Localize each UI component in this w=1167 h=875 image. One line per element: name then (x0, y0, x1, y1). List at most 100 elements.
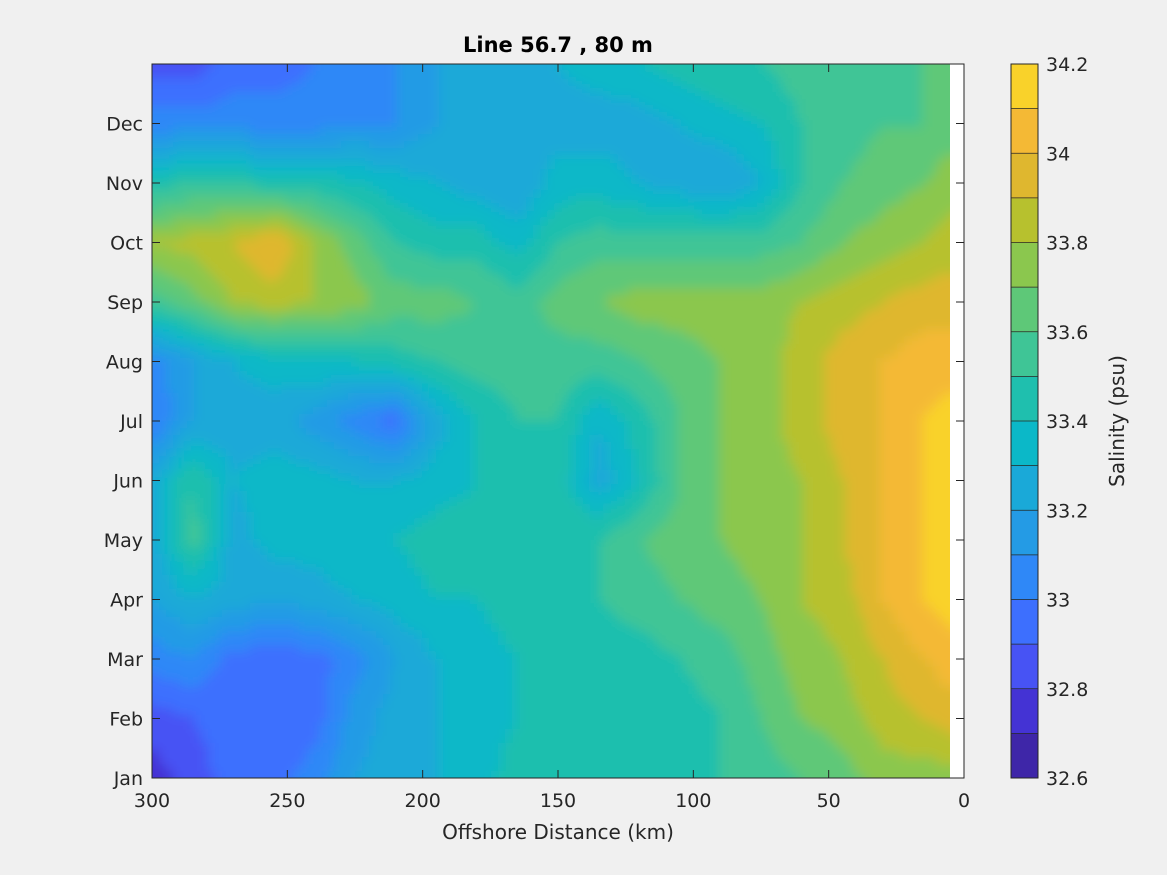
salinity-cell (313, 134, 321, 142)
salinity-cell (558, 288, 566, 296)
salinity-cell (684, 99, 692, 107)
salinity-cell (845, 64, 853, 72)
salinity-cell (264, 211, 272, 219)
salinity-cell (453, 274, 461, 282)
salinity-cell (152, 302, 160, 310)
salinity-cell (376, 120, 384, 128)
salinity-cell (950, 57, 958, 65)
salinity-cell (929, 134, 937, 142)
salinity-cell (369, 316, 377, 324)
salinity-cell (796, 204, 804, 212)
salinity-cell (943, 302, 950, 310)
salinity-cell (565, 253, 573, 261)
salinity-cell (747, 281, 755, 289)
salinity-cell (586, 316, 594, 324)
salinity-cell (824, 85, 832, 93)
salinity-cell (446, 260, 454, 268)
salinity-cell (824, 260, 832, 268)
salinity-cell (285, 274, 293, 282)
salinity-cell (831, 267, 839, 275)
salinity-cell (635, 239, 643, 247)
salinity-cell (558, 295, 566, 303)
salinity-cell (355, 190, 363, 198)
salinity-cell (425, 330, 433, 338)
salinity-cell (789, 204, 797, 212)
salinity-cell (404, 274, 412, 282)
salinity-cell (278, 148, 286, 156)
salinity-cell (453, 253, 461, 261)
salinity-cell (866, 211, 874, 219)
salinity-cell (250, 281, 258, 289)
salinity-cell (558, 253, 566, 261)
salinity-cell (705, 134, 713, 142)
salinity-cell (901, 190, 909, 198)
salinity-cell (404, 64, 412, 72)
salinity-cell (908, 197, 916, 205)
salinity-cell (922, 211, 930, 219)
salinity-cell (614, 204, 622, 212)
salinity-cell (796, 78, 804, 86)
salinity-cell (586, 155, 594, 163)
salinity-cell (516, 211, 524, 219)
salinity-cell (824, 295, 832, 303)
salinity-cell (271, 190, 279, 198)
salinity-cell (873, 288, 881, 296)
salinity-cell (166, 64, 174, 65)
salinity-cell (901, 155, 909, 163)
salinity-cell (880, 99, 888, 107)
salinity-cell (565, 232, 573, 240)
salinity-cell (285, 113, 293, 121)
salinity-cell (789, 50, 797, 58)
salinity-cell (887, 183, 895, 191)
salinity-cell (271, 99, 279, 107)
salinity-cell (173, 85, 181, 93)
salinity-cell (481, 232, 489, 240)
salinity-cell (264, 225, 272, 233)
salinity-cell (369, 288, 377, 296)
salinity-cell (327, 141, 335, 149)
salinity-cell (649, 218, 657, 226)
salinity-cell (551, 190, 559, 198)
salinity-cell (642, 281, 650, 289)
salinity-cell (180, 106, 188, 114)
salinity-cell (614, 176, 622, 184)
salinity-cell (572, 288, 580, 296)
salinity-cell (565, 337, 573, 345)
salinity-cell (334, 309, 342, 317)
salinity-cell (565, 288, 573, 296)
salinity-cell (726, 225, 734, 233)
salinity-cell (915, 211, 923, 219)
salinity-cell (271, 239, 279, 247)
salinity-cell (348, 127, 356, 135)
salinity-cell (348, 253, 356, 261)
salinity-cell (383, 78, 391, 86)
salinity-cell (530, 274, 538, 282)
salinity-cell (152, 267, 153, 275)
salinity-cell (670, 155, 678, 163)
salinity-cell (656, 267, 664, 275)
salinity-cell (880, 253, 888, 261)
salinity-cell (292, 295, 300, 303)
salinity-cell (173, 64, 181, 72)
salinity-cell (446, 78, 454, 86)
salinity-cell (460, 267, 468, 275)
salinity-cell (642, 155, 650, 163)
salinity-cell (607, 78, 615, 86)
salinity-cell (411, 267, 419, 275)
salinity-cell (341, 309, 349, 317)
salinity-cell (726, 295, 734, 303)
salinity-cell (551, 295, 559, 303)
salinity-cell (824, 78, 832, 86)
salinity-cell (614, 162, 622, 170)
salinity-cell (628, 246, 636, 254)
salinity-cell (418, 141, 426, 149)
salinity-cell (411, 323, 419, 331)
salinity-cell (796, 302, 804, 310)
salinity-cell (194, 155, 202, 163)
salinity-cell (551, 148, 559, 156)
salinity-cell (537, 141, 545, 149)
salinity-cell (166, 64, 174, 72)
salinity-cell (684, 253, 692, 261)
salinity-cell (551, 267, 559, 275)
salinity-cell (341, 204, 349, 212)
